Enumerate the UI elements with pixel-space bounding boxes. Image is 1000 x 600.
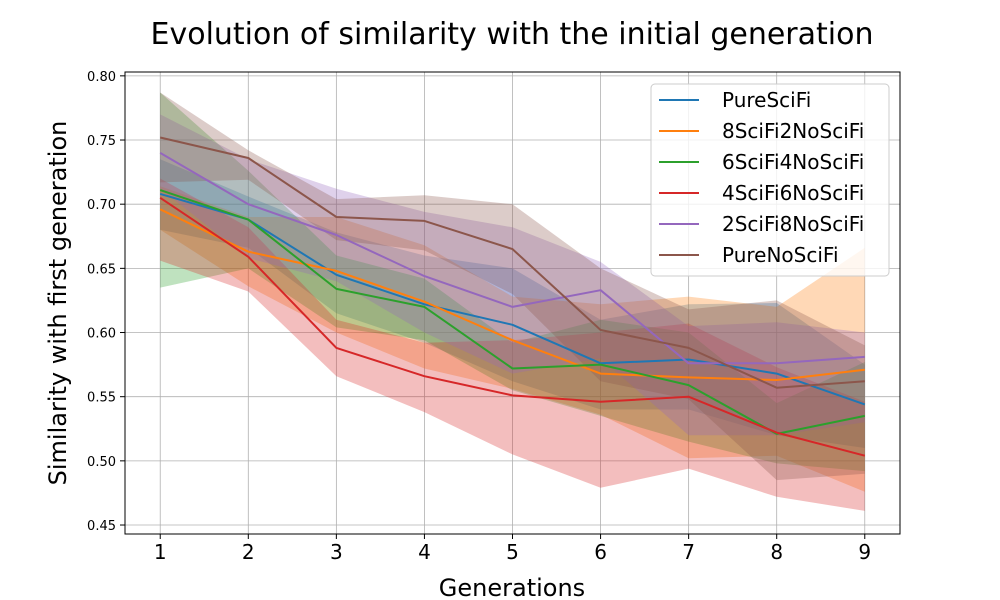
line-6scifi4noscifi (159, 189, 866, 435)
y-tick-label: 0.65 (87, 262, 116, 277)
y-tick-label: 0.50 (87, 455, 116, 470)
y-tick-label: 0.70 (87, 198, 116, 213)
line-purescifi (159, 192, 866, 406)
x-axis-label: Generations (439, 574, 585, 600)
band-8scifi2noscifi (160, 186, 865, 492)
axis-ticks: 1 2 3 4 5 6 7 8 9 0.45 0.50 0.55 0.60 0.65 0.70 0.75 0.8… (87, 70, 871, 564)
band-purenoscifi (160, 92, 865, 481)
y-axis-label: Similarity with first generation (44, 121, 72, 486)
band-4scifi6noscifi (160, 178, 865, 511)
plot-frame (124, 71, 901, 535)
legend-label: 6SciFi4NoSciFi (722, 150, 864, 174)
x-tick-label: 1 (154, 540, 167, 564)
y-tick-label: 0.55 (87, 391, 116, 406)
legend-label: 2SciFi8NoSciFi (722, 212, 864, 236)
x-tick-label: 8 (770, 540, 783, 564)
legend-label: 8SciFi2NoSciFi (722, 119, 864, 143)
band-purescifi (160, 159, 865, 449)
y-tick-label: 0.75 (87, 134, 116, 149)
x-tick-label: 9 (858, 540, 871, 564)
x-tick-label: 3 (330, 540, 343, 564)
line-8scifi2noscifi (159, 208, 865, 381)
legend-label: PureNoSciFi (722, 243, 839, 267)
legend-label: 4SciFi6NoSciFi (722, 181, 864, 205)
line-2scifi8noscifi (159, 152, 865, 365)
y-tick-label: 0.60 (87, 327, 116, 342)
band-2scifi8noscifi (160, 114, 865, 436)
line-4scifi6noscifi (159, 196, 866, 457)
x-tick-label: 4 (418, 540, 431, 564)
legend-label: PureSciFi (722, 88, 811, 112)
legend: PureSciFi 8SciFi2NoSciFi 6SciFi4NoSciFi 4Sc… (650, 83, 890, 277)
y-tick-label: 0.80 (87, 70, 116, 85)
y-tick-label: 0.45 (87, 519, 116, 534)
x-tick-label: 2 (242, 540, 255, 564)
legend-box (650, 83, 890, 277)
x-tick-label: 5 (506, 540, 519, 564)
chart-title: Evolution of similarity with the initial… (151, 17, 874, 52)
line-purenoscifi (159, 136, 865, 389)
x-tick-label: 6 (594, 540, 607, 564)
series-lines (159, 136, 866, 457)
x-tick-label: 7 (682, 540, 695, 564)
